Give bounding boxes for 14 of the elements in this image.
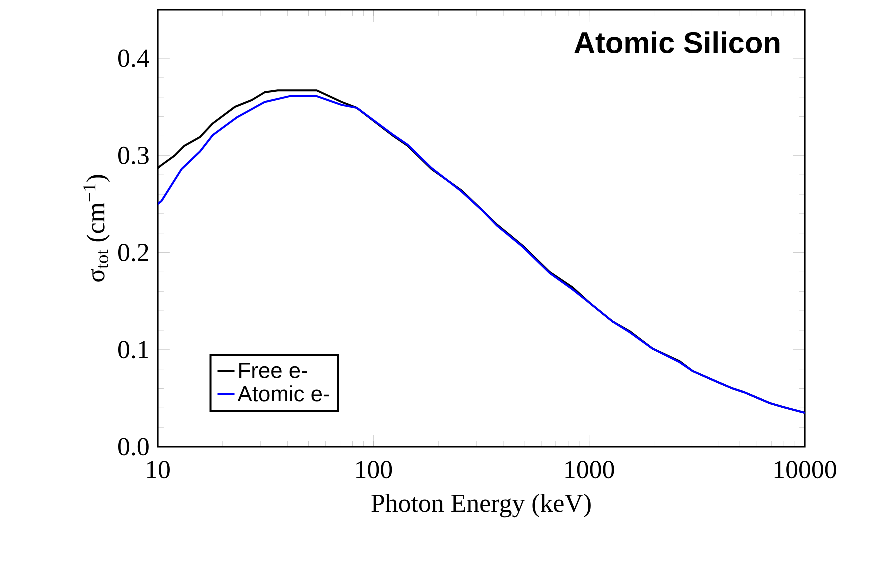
x-tick-label: 100 <box>356 461 392 479</box>
legend-label: Atomic e- <box>238 386 330 402</box>
y-tick-label: 0.1 <box>118 341 148 359</box>
x-axis-title: Photon Energy (keV) <box>372 494 591 518</box>
text: Atomic Silicon <box>574 32 780 54</box>
y-axis-title: σ$_{tot}$ (cm$^{−1}$) <box>84 175 110 282</box>
y-tick-label: 0.4 <box>118 50 150 68</box>
x-tick-label: 10 <box>147 461 170 479</box>
y-tick-label: 0.0 <box>118 438 149 456</box>
y-tick-label: 0.3 <box>118 146 149 164</box>
x-tick-label: 1000 <box>566 461 614 479</box>
legend-label: Free e- <box>240 363 308 378</box>
x-tick-label: 10000 <box>774 461 836 479</box>
y-tick-label: 0.2 <box>118 244 148 262</box>
